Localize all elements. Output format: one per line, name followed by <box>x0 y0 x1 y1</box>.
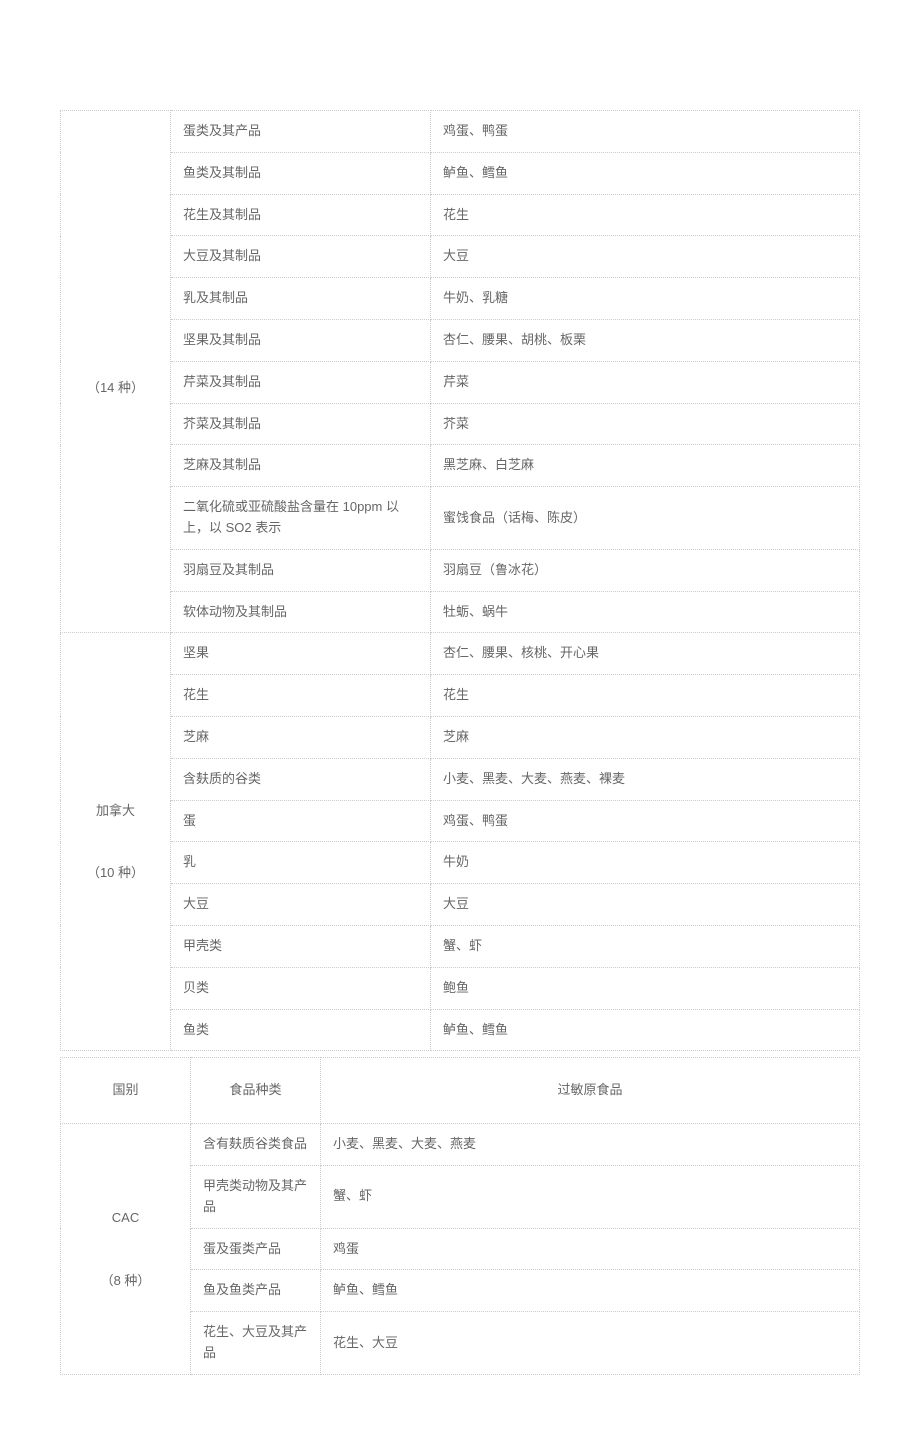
food-cell: 杏仁、腰果、胡桃、板栗 <box>431 319 860 361</box>
table-row: 蛋鸡蛋、鸭蛋 <box>61 800 860 842</box>
food-cell: 鲈鱼、鳕鱼 <box>431 152 860 194</box>
table-row: 芹菜及其制品芹菜 <box>61 361 860 403</box>
food-cell: 鲈鱼、鳕鱼 <box>431 1009 860 1051</box>
country-line1: CAC <box>112 1210 139 1225</box>
country-line2: （10 种） <box>87 865 144 880</box>
food-cell: 大豆 <box>431 236 860 278</box>
type-cell: 蛋及蛋类产品 <box>191 1228 321 1270</box>
food-cell: 蟹、虾 <box>431 925 860 967</box>
table-row: 芥菜及其制品芥菜 <box>61 403 860 445</box>
allergen-table-2: 国别 食品种类 过敏原食品 CAC （8 种） 含有麸质谷类食品 小麦、黑麦、大… <box>60 1057 860 1374</box>
type-cell: 花生及其制品 <box>171 194 431 236</box>
food-cell: 羽扇豆（鲁冰花） <box>431 549 860 591</box>
type-cell: 甲壳类动物及其产品 <box>191 1165 321 1228</box>
type-cell: 花生 <box>171 675 431 717</box>
header-type: 食品种类 <box>191 1058 321 1124</box>
food-cell: 蟹、虾 <box>321 1165 860 1228</box>
type-cell: 坚果及其制品 <box>171 319 431 361</box>
table-row: 加拿大 （10 种） 坚果 杏仁、腰果、核桃、开心果 <box>61 633 860 675</box>
table-row: 二氧化硫或亚硫酸盐含量在 10ppm 以上，以 SO2 表示蜜饯食品（话梅、陈皮… <box>61 487 860 550</box>
type-cell: 贝类 <box>171 967 431 1009</box>
table-row: 乳牛奶 <box>61 842 860 884</box>
table-row: 花生花生 <box>61 675 860 717</box>
food-cell: 杏仁、腰果、核桃、开心果 <box>431 633 860 675</box>
food-cell: 鲍鱼 <box>431 967 860 1009</box>
food-cell: 鲈鱼、鳕鱼 <box>321 1270 860 1312</box>
table-row: 乳及其制品牛奶、乳糖 <box>61 278 860 320</box>
table-row: 坚果及其制品杏仁、腰果、胡桃、板栗 <box>61 319 860 361</box>
country-cell: 加拿大 （10 种） <box>61 633 171 1051</box>
food-cell: 牡蛎、蜗牛 <box>431 591 860 633</box>
type-cell: 蛋类及其产品 <box>171 111 431 153</box>
type-cell: 坚果 <box>171 633 431 675</box>
table-row: 芝麻及其制品黑芝麻、白芝麻 <box>61 445 860 487</box>
table-row: 大豆及其制品大豆 <box>61 236 860 278</box>
food-cell: 黑芝麻、白芝麻 <box>431 445 860 487</box>
food-cell: 芥菜 <box>431 403 860 445</box>
type-cell: 鱼及鱼类产品 <box>191 1270 321 1312</box>
food-cell: 小麦、黑麦、大麦、燕麦、裸麦 <box>431 758 860 800</box>
food-cell: 花生 <box>431 675 860 717</box>
table-row: 软体动物及其制品牡蛎、蜗牛 <box>61 591 860 633</box>
type-cell: 花生、大豆及其产品 <box>191 1312 321 1375</box>
type-cell: 大豆 <box>171 884 431 926</box>
country-line1: 加拿大 <box>96 803 135 818</box>
country-cell: CAC （8 种） <box>61 1124 191 1375</box>
food-cell: 鸡蛋、鸭蛋 <box>431 800 860 842</box>
table-row: 鱼类及其制品鲈鱼、鳕鱼 <box>61 152 860 194</box>
food-cell: 蜜饯食品（话梅、陈皮） <box>431 487 860 550</box>
header-food: 过敏原食品 <box>321 1058 860 1124</box>
type-cell: 芹菜及其制品 <box>171 361 431 403</box>
table-row: 甲壳类蟹、虾 <box>61 925 860 967</box>
table-row: 含麸质的谷类小麦、黑麦、大麦、燕麦、裸麦 <box>61 758 860 800</box>
table-row: 芝麻芝麻 <box>61 716 860 758</box>
type-cell: 鱼类及其制品 <box>171 152 431 194</box>
table-row: 贝类鲍鱼 <box>61 967 860 1009</box>
type-cell: 芥菜及其制品 <box>171 403 431 445</box>
food-cell: 大豆 <box>431 884 860 926</box>
allergen-table-1: （14 种） 蛋类及其产品 鸡蛋、鸭蛋 鱼类及其制品鲈鱼、鳕鱼 花生及其制品花生… <box>60 110 860 1051</box>
food-cell: 牛奶 <box>431 842 860 884</box>
type-cell: 芝麻 <box>171 716 431 758</box>
country-line2: （8 种） <box>101 1273 151 1288</box>
type-cell: 芝麻及其制品 <box>171 445 431 487</box>
food-cell: 鸡蛋、鸭蛋 <box>431 111 860 153</box>
type-cell: 乳 <box>171 842 431 884</box>
table-row: 大豆大豆 <box>61 884 860 926</box>
food-cell: 花生 <box>431 194 860 236</box>
table-row: 花生及其制品花生 <box>61 194 860 236</box>
food-cell: 花生、大豆 <box>321 1312 860 1375</box>
type-cell: 含有麸质谷类食品 <box>191 1124 321 1166</box>
type-cell: 含麸质的谷类 <box>171 758 431 800</box>
type-cell: 二氧化硫或亚硫酸盐含量在 10ppm 以上，以 SO2 表示 <box>171 487 431 550</box>
table-row: 鱼类鲈鱼、鳕鱼 <box>61 1009 860 1051</box>
type-cell: 蛋 <box>171 800 431 842</box>
food-cell: 小麦、黑麦、大麦、燕麦 <box>321 1124 860 1166</box>
header-country: 国别 <box>61 1058 191 1124</box>
type-cell: 乳及其制品 <box>171 278 431 320</box>
table-row: 羽扇豆及其制品羽扇豆（鲁冰花） <box>61 549 860 591</box>
table-row: CAC （8 种） 含有麸质谷类食品 小麦、黑麦、大麦、燕麦 <box>61 1124 860 1166</box>
country-line2: （14 种） <box>87 380 144 395</box>
type-cell: 大豆及其制品 <box>171 236 431 278</box>
table-row: （14 种） 蛋类及其产品 鸡蛋、鸭蛋 <box>61 111 860 153</box>
food-cell: 芝麻 <box>431 716 860 758</box>
type-cell: 羽扇豆及其制品 <box>171 549 431 591</box>
food-cell: 芹菜 <box>431 361 860 403</box>
type-cell: 软体动物及其制品 <box>171 591 431 633</box>
country-cell: （14 种） <box>61 111 171 633</box>
food-cell: 鸡蛋 <box>321 1228 860 1270</box>
food-cell: 牛奶、乳糖 <box>431 278 860 320</box>
type-cell: 甲壳类 <box>171 925 431 967</box>
table-header-row: 国别 食品种类 过敏原食品 <box>61 1058 860 1124</box>
type-cell: 鱼类 <box>171 1009 431 1051</box>
